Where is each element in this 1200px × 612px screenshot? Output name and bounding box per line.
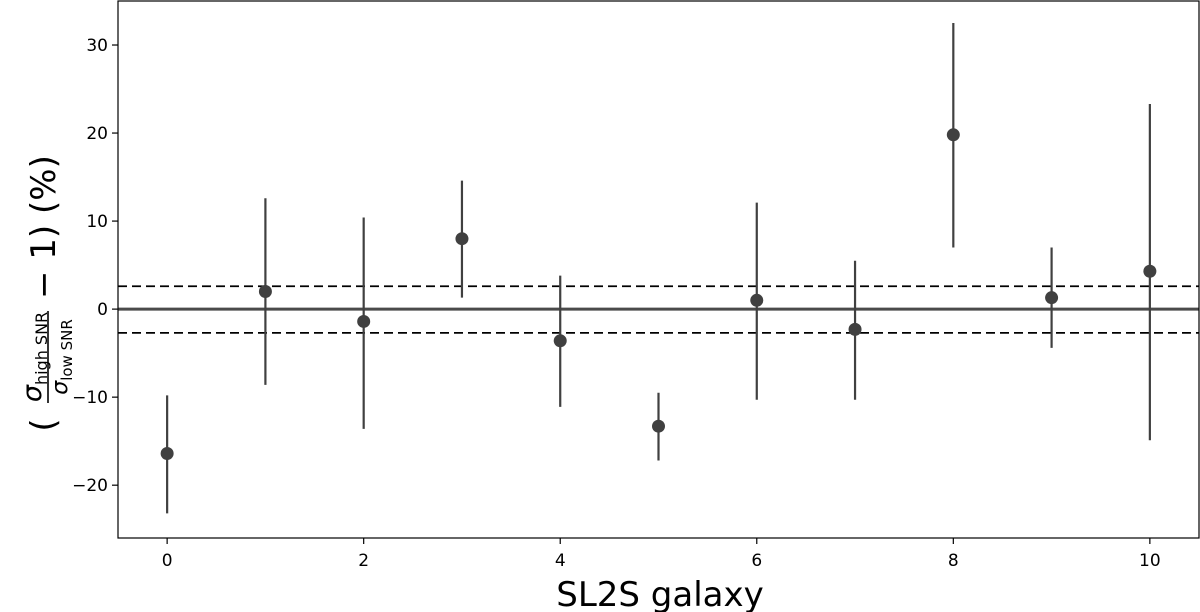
- reference-lines: [118, 285, 1199, 334]
- data-point-5: [652, 419, 665, 433]
- y-axis-denominator: σlow SNR: [48, 319, 76, 395]
- y-tick-label--20: −20: [72, 476, 108, 496]
- data-point-8: [946, 128, 960, 142]
- x-tick-label-0: 0: [162, 551, 173, 571]
- y-tick-label-20: 20: [86, 124, 108, 144]
- plot-frame: [117, 0, 1200, 539]
- x-tick-label-10: 10: [1139, 551, 1161, 571]
- x-tick-label-6: 6: [751, 551, 762, 571]
- x-axis-title: SL2S galaxy: [556, 575, 764, 612]
- y-tick-label-10: 10: [86, 212, 108, 232]
- y-axis-title: ( σhigh SNR σlow SNR − 1) (%): [17, 155, 76, 431]
- numerator-symbol: σ: [17, 384, 48, 402]
- x-tick-label-4: 4: [555, 551, 566, 571]
- data-point-3: [455, 232, 469, 246]
- data-point-6: [750, 293, 764, 307]
- y-axis-ticks: −20 −10 0 10 20 30: [72, 36, 118, 496]
- y-tick-label--10: −10: [72, 388, 108, 408]
- denominator-symbol: σ: [48, 380, 73, 395]
- y-tick-label-0: 0: [97, 300, 108, 320]
- data-point-7: [848, 322, 862, 336]
- errorbars: [166, 23, 1151, 514]
- data-point-1: [258, 285, 272, 299]
- data-point-10: [1143, 264, 1157, 278]
- x-axis-ticks: 0 2 4 6 8 10: [162, 538, 1161, 571]
- data-markers: [160, 128, 1157, 460]
- x-tick-label-8: 8: [948, 551, 959, 571]
- data-point-4: [553, 334, 567, 348]
- denominator-subscript: low SNR: [58, 319, 76, 381]
- y-tick-label-30: 30: [86, 36, 108, 56]
- data-point-9: [1045, 291, 1059, 305]
- numerator-subscript: high SNR: [32, 312, 51, 385]
- x-tick-label-2: 2: [358, 551, 369, 571]
- data-point-2: [357, 314, 371, 328]
- y-axis-numerator: σhigh SNR: [17, 312, 51, 402]
- y-axis-title-suffix: − 1) (%): [24, 155, 64, 299]
- data-point-0: [160, 446, 174, 460]
- y-axis-title-prefix: (: [24, 418, 64, 431]
